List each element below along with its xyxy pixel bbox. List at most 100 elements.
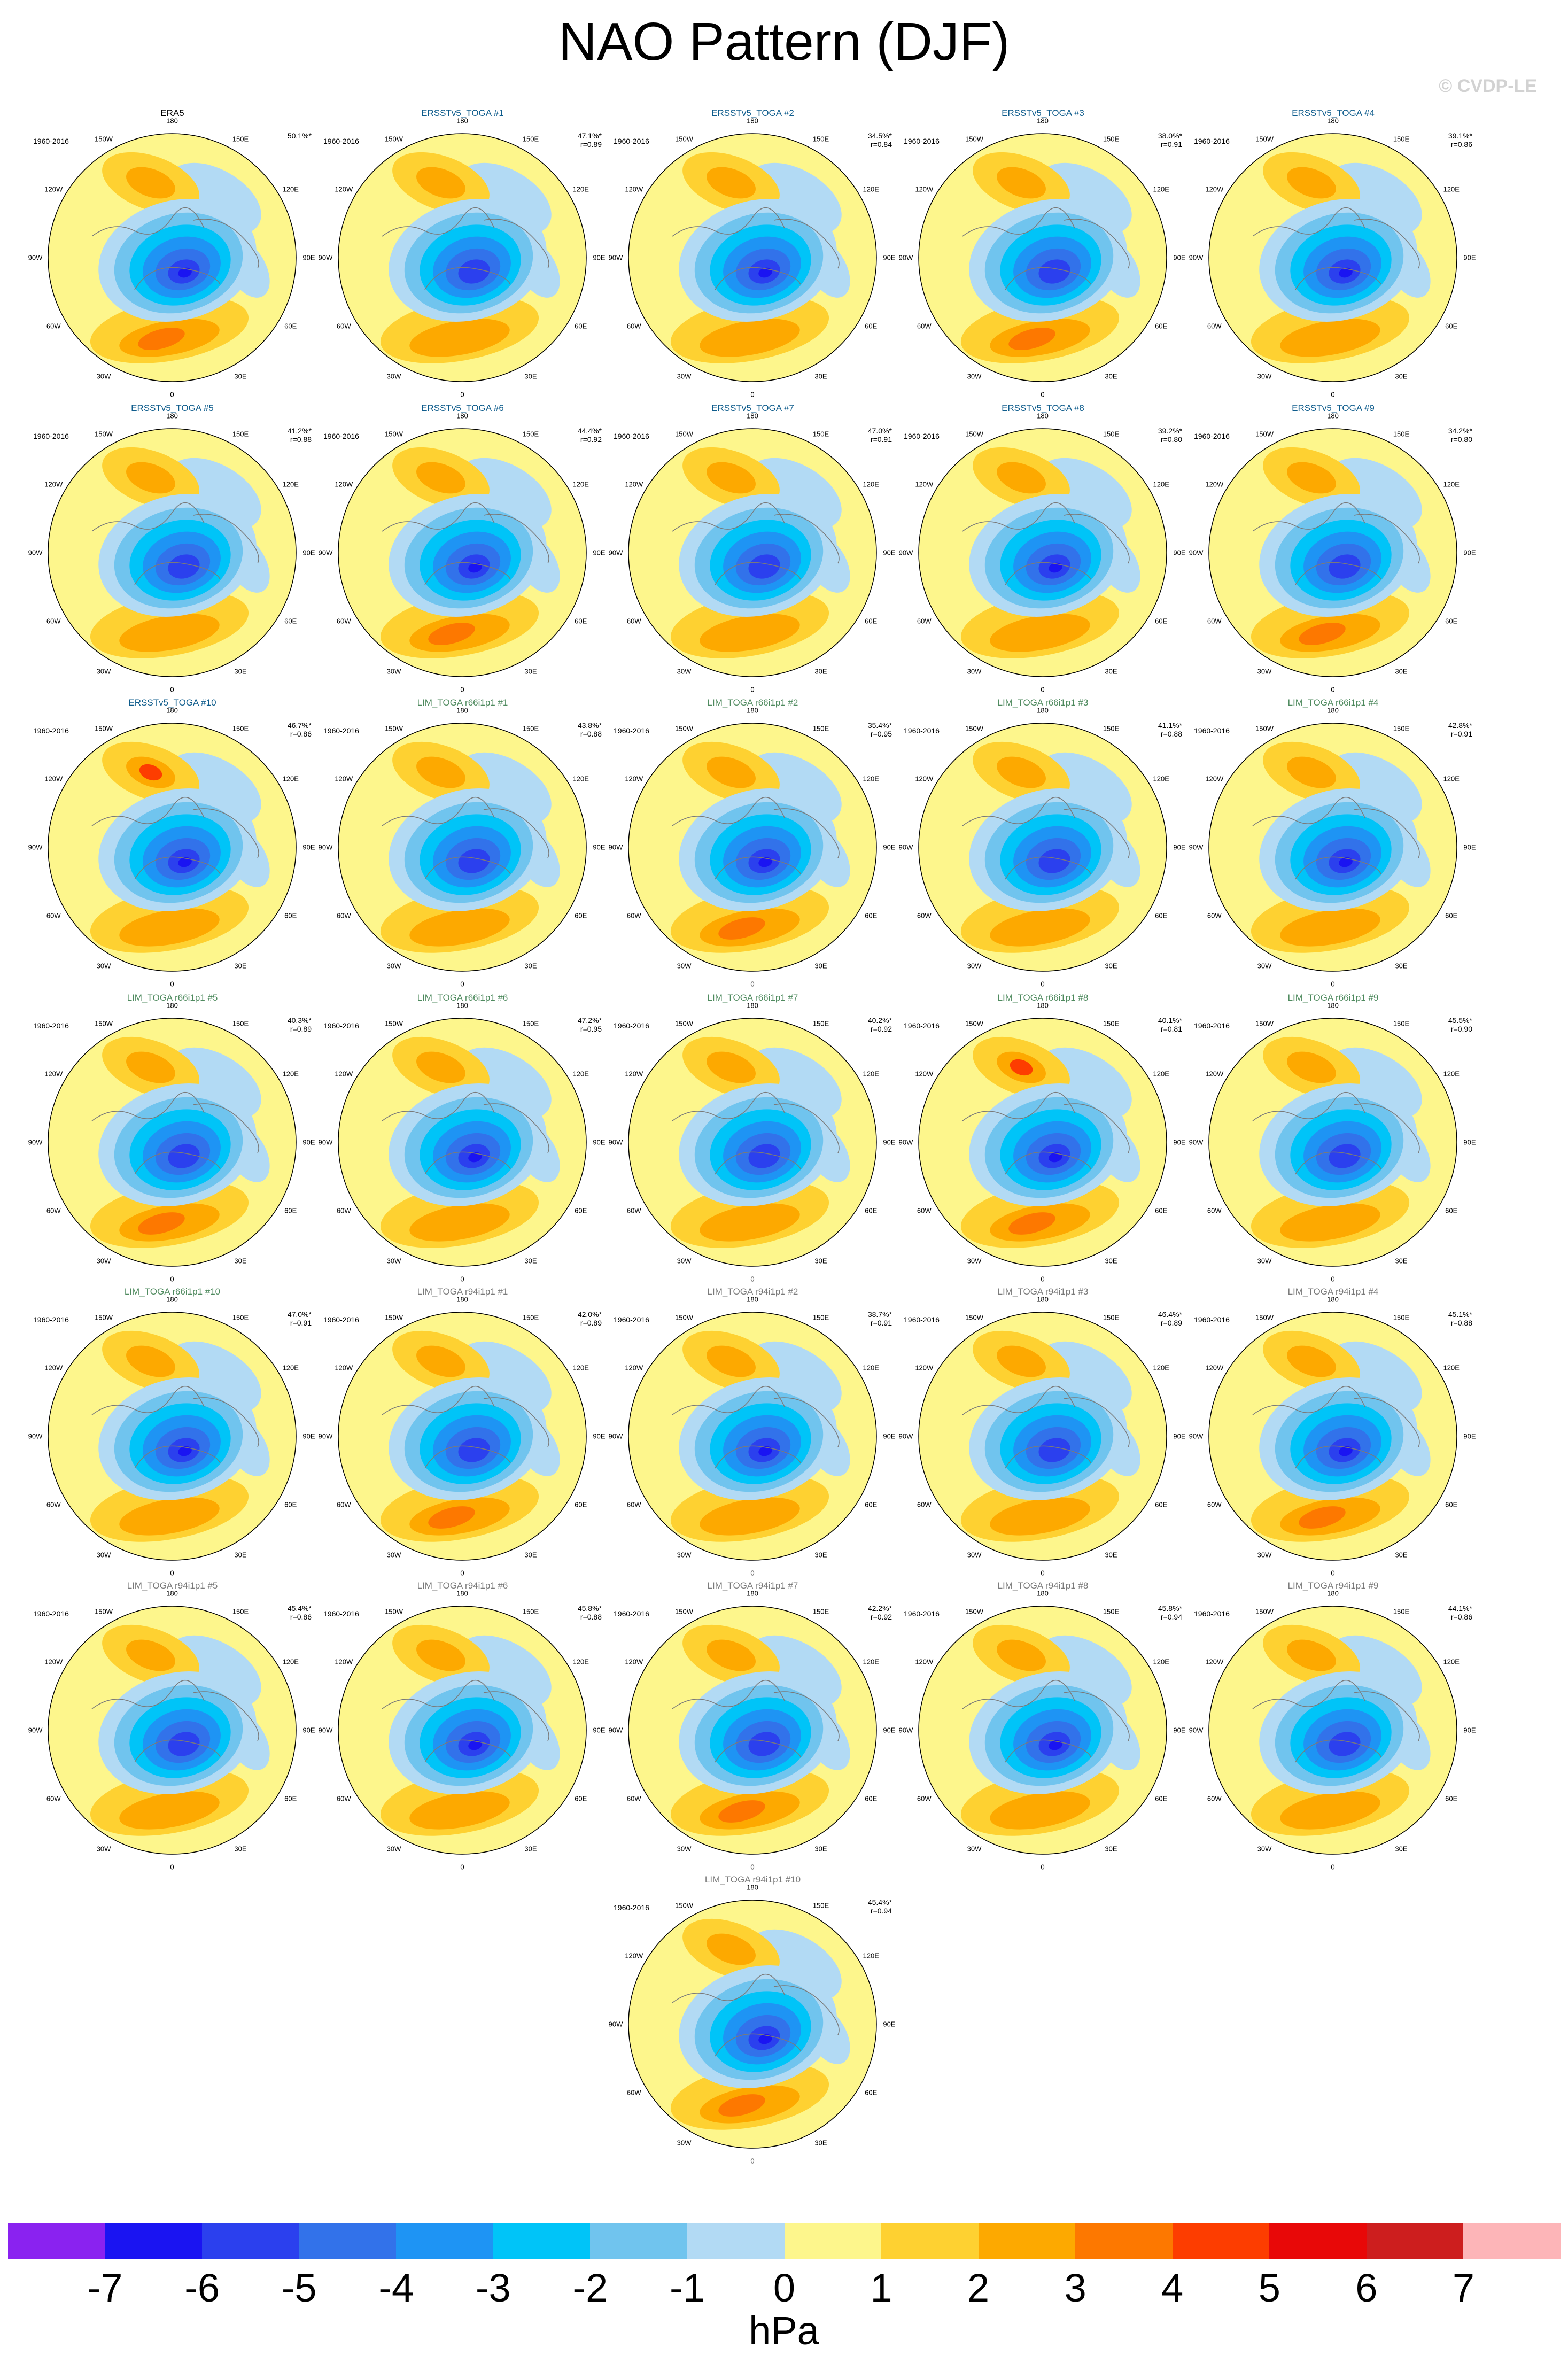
- colorbar-cell: [687, 2223, 785, 2259]
- panel-pattern-correlation: r=0.80: [1450, 435, 1472, 444]
- polar-map: [1208, 1312, 1457, 1561]
- longitude-label: 60W: [336, 1206, 351, 1215]
- longitude-label: 60W: [1207, 1794, 1222, 1803]
- panel-title: LIM_TOGA r94i1p1 #4: [1287, 1287, 1379, 1297]
- longitude-label: 120W: [44, 774, 63, 783]
- longitude-label: 90W: [608, 1726, 623, 1734]
- longitude-label: 90W: [608, 2020, 623, 2028]
- map-panel: LIM_TOGA r94i1p1 #2 1960-2016 38.7%* r=0.91…: [607, 1287, 898, 1582]
- pressure-field: [338, 723, 586, 971]
- pressure-field: [628, 1312, 876, 1560]
- longitude-label: 120W: [335, 1070, 353, 1078]
- longitude-label: 30W: [96, 1257, 111, 1265]
- longitude-label: 30W: [1257, 1257, 1272, 1265]
- longitude-label: 90W: [318, 1726, 333, 1734]
- longitude-label: 150W: [675, 1313, 693, 1322]
- longitude-label: 150E: [522, 1313, 539, 1322]
- longitude-label: 180: [456, 706, 468, 715]
- longitude-label: 180: [747, 1883, 758, 1892]
- coastline: [672, 1092, 840, 1175]
- coastline: [672, 207, 840, 290]
- longitude-label: 150E: [1393, 135, 1410, 143]
- longitude-label: 180: [747, 1001, 758, 1010]
- longitude-label: 180: [747, 117, 758, 125]
- longitude-label: 90E: [883, 548, 896, 557]
- panel-period: 1960-2016: [1194, 726, 1230, 735]
- map-boundary: [48, 723, 297, 972]
- colorbar-cell: [202, 2223, 299, 2259]
- coastline: [672, 1680, 840, 1763]
- longitude-label: 60W: [46, 1794, 61, 1803]
- longitude-label: 90W: [898, 1432, 913, 1440]
- pressure-field: [1209, 1606, 1457, 1854]
- panel-variance-explained: 43.8%*: [577, 721, 602, 730]
- panel-period: 1960-2016: [33, 432, 69, 440]
- colorbar-tick-label: -1: [670, 2266, 705, 2310]
- longitude-label: 120E: [1153, 774, 1169, 783]
- panel-pattern-correlation: r=0.88: [290, 435, 312, 444]
- panel-period: 1960-2016: [33, 726, 69, 735]
- map-boundary: [628, 428, 877, 677]
- longitude-label: 90W: [318, 1432, 333, 1440]
- longitude-label: 150W: [95, 1019, 113, 1028]
- longitude-label: 150E: [812, 1313, 829, 1322]
- map-panel: LIM_TOGA r94i1p1 #8 1960-2016 45.8%* r=0.94…: [897, 1581, 1189, 1876]
- coastline: [672, 797, 840, 880]
- longitude-label: 180: [1327, 412, 1339, 420]
- longitude-label: 150W: [965, 1019, 983, 1028]
- longitude-label: 30W: [1257, 1551, 1272, 1559]
- longitude-label: 120W: [1205, 1070, 1224, 1078]
- pressure-field: [48, 134, 296, 382]
- panel-title: ERSSTv5_TOGA #6: [421, 403, 504, 413]
- polar-map: [338, 133, 587, 382]
- longitude-label: 60E: [284, 911, 297, 920]
- panel-period: 1960-2016: [323, 1315, 359, 1324]
- map-panel: LIM_TOGA r66i1p1 #7 1960-2016 40.2%* r=0.92…: [607, 993, 898, 1288]
- longitude-label: 30W: [96, 1551, 111, 1559]
- panel-period: 1960-2016: [614, 1315, 649, 1324]
- longitude-label: 150E: [232, 1313, 249, 1322]
- longitude-label: 60W: [917, 322, 932, 330]
- longitude-label: 0: [750, 1569, 755, 1577]
- panel-pattern-correlation: r=0.89: [580, 140, 602, 149]
- longitude-label: 60E: [1155, 911, 1168, 920]
- longitude-label: 90E: [593, 1726, 606, 1734]
- map-panel: LIM_TOGA r66i1p1 #2 1960-2016 35.4%* r=0.95…: [607, 698, 898, 993]
- coastline: [382, 1386, 549, 1469]
- longitude-label: 60E: [1445, 1794, 1458, 1803]
- colorbar-cell: [8, 2223, 105, 2259]
- coastline: [962, 1386, 1130, 1469]
- longitude-label: 90E: [593, 1432, 606, 1440]
- longitude-label: 180: [1327, 1001, 1339, 1010]
- longitude-label: 0: [1041, 1863, 1045, 1871]
- panel-variance-explained: 39.1%*: [1448, 131, 1472, 140]
- panel-period: 1960-2016: [1194, 137, 1230, 145]
- coastline: [1252, 1680, 1420, 1763]
- longitude-label: 120E: [1153, 1070, 1169, 1078]
- longitude-label: 180: [456, 1589, 468, 1598]
- panel-pattern-correlation: r=0.88: [580, 730, 602, 738]
- longitude-label: 60E: [575, 911, 587, 920]
- panel-variance-explained: 45.1%*: [1448, 1310, 1472, 1319]
- longitude-label: 60W: [1207, 1500, 1222, 1509]
- panel-pattern-correlation: r=0.89: [1160, 1319, 1182, 1327]
- pressure-field: [919, 1312, 1167, 1560]
- panel-period: 1960-2016: [33, 137, 69, 145]
- longitude-label: 180: [166, 412, 178, 420]
- panel-variance-explained: 45.4%*: [867, 1898, 892, 1907]
- polar-map: [628, 723, 877, 972]
- map-boundary: [1208, 428, 1457, 677]
- panel-pattern-correlation: r=0.92: [870, 1025, 892, 1033]
- map-panel: LIM_TOGA r66i1p1 #6 1960-2016 47.2%* r=0.95…: [317, 993, 608, 1288]
- longitude-label: 120W: [1205, 185, 1224, 193]
- longitude-label: 120E: [282, 1363, 299, 1372]
- longitude-label: 60E: [575, 1794, 587, 1803]
- longitude-label: 150W: [95, 1313, 113, 1322]
- pressure-field: [48, 1606, 296, 1854]
- longitude-label: 30W: [1257, 372, 1272, 381]
- longitude-label: 30E: [234, 1551, 247, 1559]
- panel-pattern-correlation: r=0.84: [870, 140, 892, 149]
- panel-title: ERSSTv5_TOGA #1: [421, 108, 504, 118]
- panel-title: LIM_TOGA r94i1p1 #6: [417, 1581, 508, 1591]
- panel-variance-explained: 34.2%*: [1448, 427, 1472, 435]
